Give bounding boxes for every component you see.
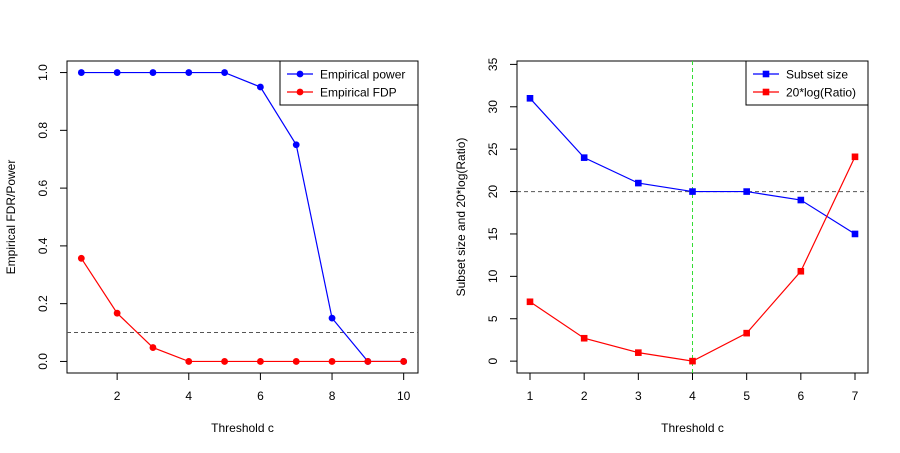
data-point [221,358,228,365]
y-tick-label: 20 [486,185,500,199]
y-tick-label: 35 [486,57,500,71]
data-point [328,358,336,365]
y-axis-title: Subset size and 20*log(Ratio) [454,138,468,297]
x-tick-label: 6 [797,389,804,403]
data-point [185,358,193,365]
data-point [635,179,642,187]
legend-marker [762,88,770,96]
data-point [77,69,85,76]
series-line-2 [80,257,404,363]
left-chart-panel: 2 4 6 8 10 0.0 0.2 0.4 0.6 0.8 1.0 Threshold c Empir… [4,60,419,435]
data-point [221,69,228,76]
legend-marker [296,70,304,78]
series-line-1 [81,71,404,363]
y-tick-label: 0.8 [36,122,50,139]
legend-box [279,60,419,106]
data-point [743,329,750,337]
x-tick-label: 7 [852,389,859,403]
data-point [328,314,336,322]
data-point [257,83,264,91]
y-tick-label: 10 [486,269,500,283]
data-point [689,188,696,195]
data-point [149,69,157,76]
data-point [797,196,805,204]
legend-box [745,60,869,106]
x-tick-label: 1 [527,389,534,403]
y-tick-label: 30 [486,100,500,114]
data-point [797,267,805,275]
data-point [526,298,534,306]
data-point [689,357,696,365]
y-axis-title: Empirical FDR/Power [4,160,18,275]
legend-label: Subset size [786,68,848,82]
data-point [851,230,859,238]
x-tick-label: 3 [635,389,642,403]
data-point [526,95,534,102]
x-tick-label: 8 [329,389,336,403]
data-point [113,69,121,76]
y-tick-label: 0 [486,357,500,364]
y-tick-label: 0.6 [36,179,50,196]
data-point [292,141,300,149]
x-tick-label: 4 [689,389,696,403]
data-point [364,358,372,365]
y-tick-label: 1.0 [36,64,50,81]
y-tick-label: 0.4 [36,237,50,254]
legend-label: Empirical power [320,68,405,82]
data-point [580,334,588,342]
data-point [149,344,157,351]
y-tick-label: 15 [486,227,500,241]
x-tick-label: 2 [114,389,121,403]
y-tick-label: 0.0 [36,353,50,370]
data-point [400,358,408,365]
x-tick-label: 6 [257,389,264,403]
data-point [292,358,300,365]
x-tick-label: 4 [185,389,192,403]
data-point [257,358,264,365]
legend-marker [762,70,770,78]
legend-label: 20*log(Ratio) [786,86,856,100]
x-axis-title: Threshold c [661,421,724,435]
data-point [635,349,642,356]
y-tick-label: 25 [486,142,500,156]
x-tick-label: 10 [397,389,411,403]
data-point [185,69,193,76]
x-tick-label: 2 [581,389,588,403]
data-point [113,309,121,317]
right-chart-panel: 1 2 3 4 5 6 7 0 5 10 15 20 25 30 35 Threshold c Subset s… [454,57,869,435]
x-axis-title: Threshold c [211,421,274,435]
data-point [743,188,750,195]
legend-label: Empirical FDP [320,86,397,100]
data-point [580,154,588,161]
data-point [77,254,85,262]
y-tick-label: 0.2 [36,295,50,312]
plot-frame [66,60,419,374]
y-tick-label: 5 [486,315,500,322]
x-tick-label: 5 [743,389,750,403]
legend-marker [296,88,304,96]
data-point [851,153,859,161]
